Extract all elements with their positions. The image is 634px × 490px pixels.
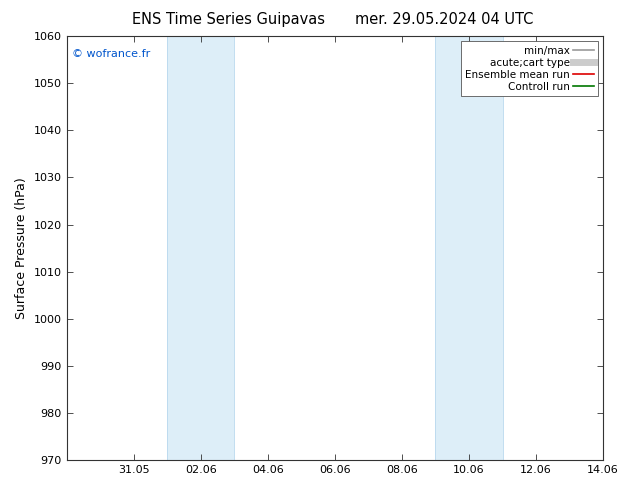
Text: mer. 29.05.2024 04 UTC: mer. 29.05.2024 04 UTC (354, 12, 533, 27)
Legend: min/max, acute;cart type, Ensemble mean run, Controll run: min/max, acute;cart type, Ensemble mean … (461, 41, 598, 96)
Text: © wofrance.fr: © wofrance.fr (72, 49, 150, 59)
Bar (436, 36, 503, 460)
Text: ENS Time Series Guipavas: ENS Time Series Guipavas (132, 12, 325, 27)
Bar (167, 36, 234, 460)
Y-axis label: Surface Pressure (hPa): Surface Pressure (hPa) (15, 177, 28, 319)
